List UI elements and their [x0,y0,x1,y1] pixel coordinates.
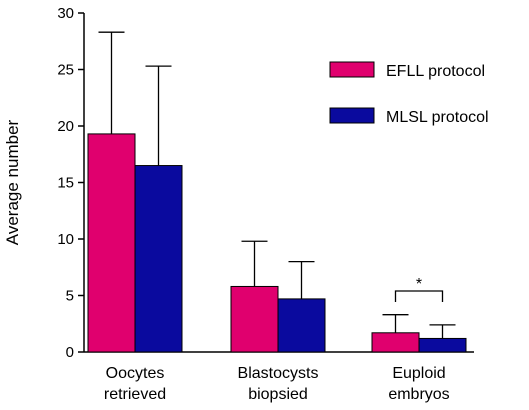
x-axis-labels: Oocytes retrieved Blastocysts biopsied Euplo… [104,365,450,403]
error-bars [98,31,456,339]
x-tick-label: Euploid [392,365,445,382]
plot-area: 0 5 10 15 20 25 30 Oocytes retrieved Blastocysts… [57,5,474,403]
y-tick-label: 5 [66,288,74,305]
x-tick-label: Oocytes [106,365,165,382]
bar [230,285,279,353]
legend-label: EFLL protocol [386,63,485,80]
y-tick-label: 15 [57,175,74,192]
y-axis-title: Average number [3,119,22,245]
significance-marker: * [416,276,422,293]
x-tick-label: retrieved [104,386,166,403]
bar [277,298,326,353]
bar [371,332,420,353]
x-tick-label: Blastocysts [238,365,319,382]
x-tick-label: biopsied [248,386,308,403]
y-tick-label: 0 [66,344,74,361]
bars [87,133,467,353]
bar [418,337,467,353]
y-tick-label: 10 [57,231,74,248]
y-axis-ticks: 0 5 10 15 20 25 30 [57,5,84,361]
bar [87,133,136,353]
legend-label: MLSL protocol [386,109,489,126]
legend-swatch [329,61,375,78]
bar [134,165,183,353]
significance-bracket [394,290,444,302]
legend-swatch [329,107,375,124]
y-tick-label: 20 [57,118,74,135]
x-tick-label: embryos [388,386,449,403]
significance-annotations: * [394,276,444,302]
y-tick-label: 30 [57,5,74,22]
legend: EFLL protocol MLSL protocol [329,61,489,126]
y-tick-label: 25 [57,62,74,79]
